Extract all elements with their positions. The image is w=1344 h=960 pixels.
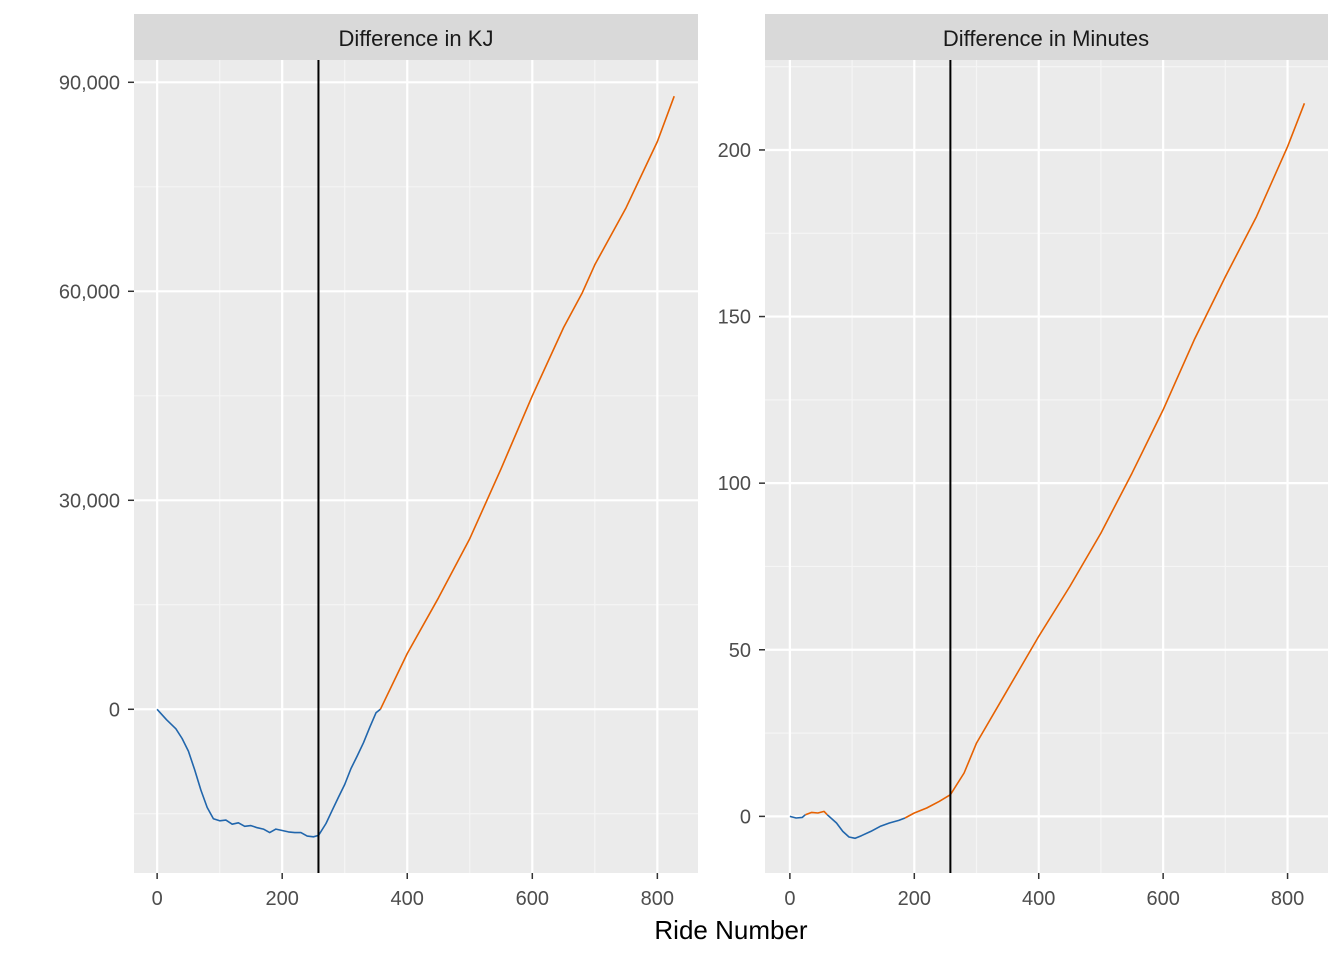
major-gridlines-minutes	[765, 60, 1328, 873]
y-tick-label: 60,000	[59, 281, 120, 303]
panel-kj: Difference in KJ 0 30,000 60,000 90,000 0 20…	[59, 14, 698, 910]
x-tick-label: 600	[516, 888, 549, 910]
x-axis-title: Ride Number	[654, 915, 808, 945]
x-tick-label: 400	[1022, 888, 1055, 910]
series-line	[904, 103, 1306, 819]
series-line	[379, 95, 675, 710]
series-line	[805, 810, 828, 816]
x-tick-label: 400	[391, 888, 424, 910]
strip-background-minutes	[765, 14, 1328, 60]
series-line	[826, 814, 906, 840]
x-tick-label: 600	[1146, 888, 1179, 910]
x-tick-label: 200	[266, 888, 299, 910]
y-tick-label: 200	[718, 140, 751, 162]
strip-title-minutes: Difference in Minutes	[943, 26, 1149, 51]
x-tick-label: 200	[898, 888, 931, 910]
y-tick-label: 0	[109, 699, 120, 721]
major-gridlines-kj	[134, 60, 698, 873]
minor-gridlines-minutes	[765, 60, 1328, 873]
y-tick-label: 150	[718, 307, 751, 329]
y-tick-label: 0	[740, 806, 751, 828]
series-lines-minutes	[789, 103, 1306, 840]
y-axis-minutes: 0 50 100 150 200	[718, 140, 765, 828]
y-tick-label: 50	[729, 640, 751, 662]
series-lines-kj	[156, 95, 675, 838]
minor-gridlines-kj	[134, 60, 698, 873]
plot-area-kj	[134, 60, 698, 873]
x-tick-label: 800	[1271, 888, 1304, 910]
strip-background-kj	[134, 14, 698, 60]
y-tick-label: 30,000	[59, 490, 120, 512]
y-axis-kj: 0 30,000 60,000 90,000	[59, 72, 134, 721]
y-tick-label: 90,000	[59, 72, 120, 94]
x-tick-label: 800	[641, 888, 674, 910]
series-line	[156, 708, 381, 838]
plot-area-minutes	[765, 60, 1328, 873]
strip-title-kj: Difference in KJ	[339, 26, 494, 51]
x-axis-kj: 0 200 400 600 800	[152, 873, 674, 910]
panel-minutes: Difference in Minutes 0 50 100 150 200 0 200 4…	[718, 14, 1328, 910]
x-tick-label: 0	[784, 888, 795, 910]
y-tick-label: 100	[718, 473, 751, 495]
series-line	[789, 814, 806, 819]
x-tick-label: 0	[152, 888, 163, 910]
x-axis-minutes: 0 200 400 600 800	[784, 873, 1304, 910]
